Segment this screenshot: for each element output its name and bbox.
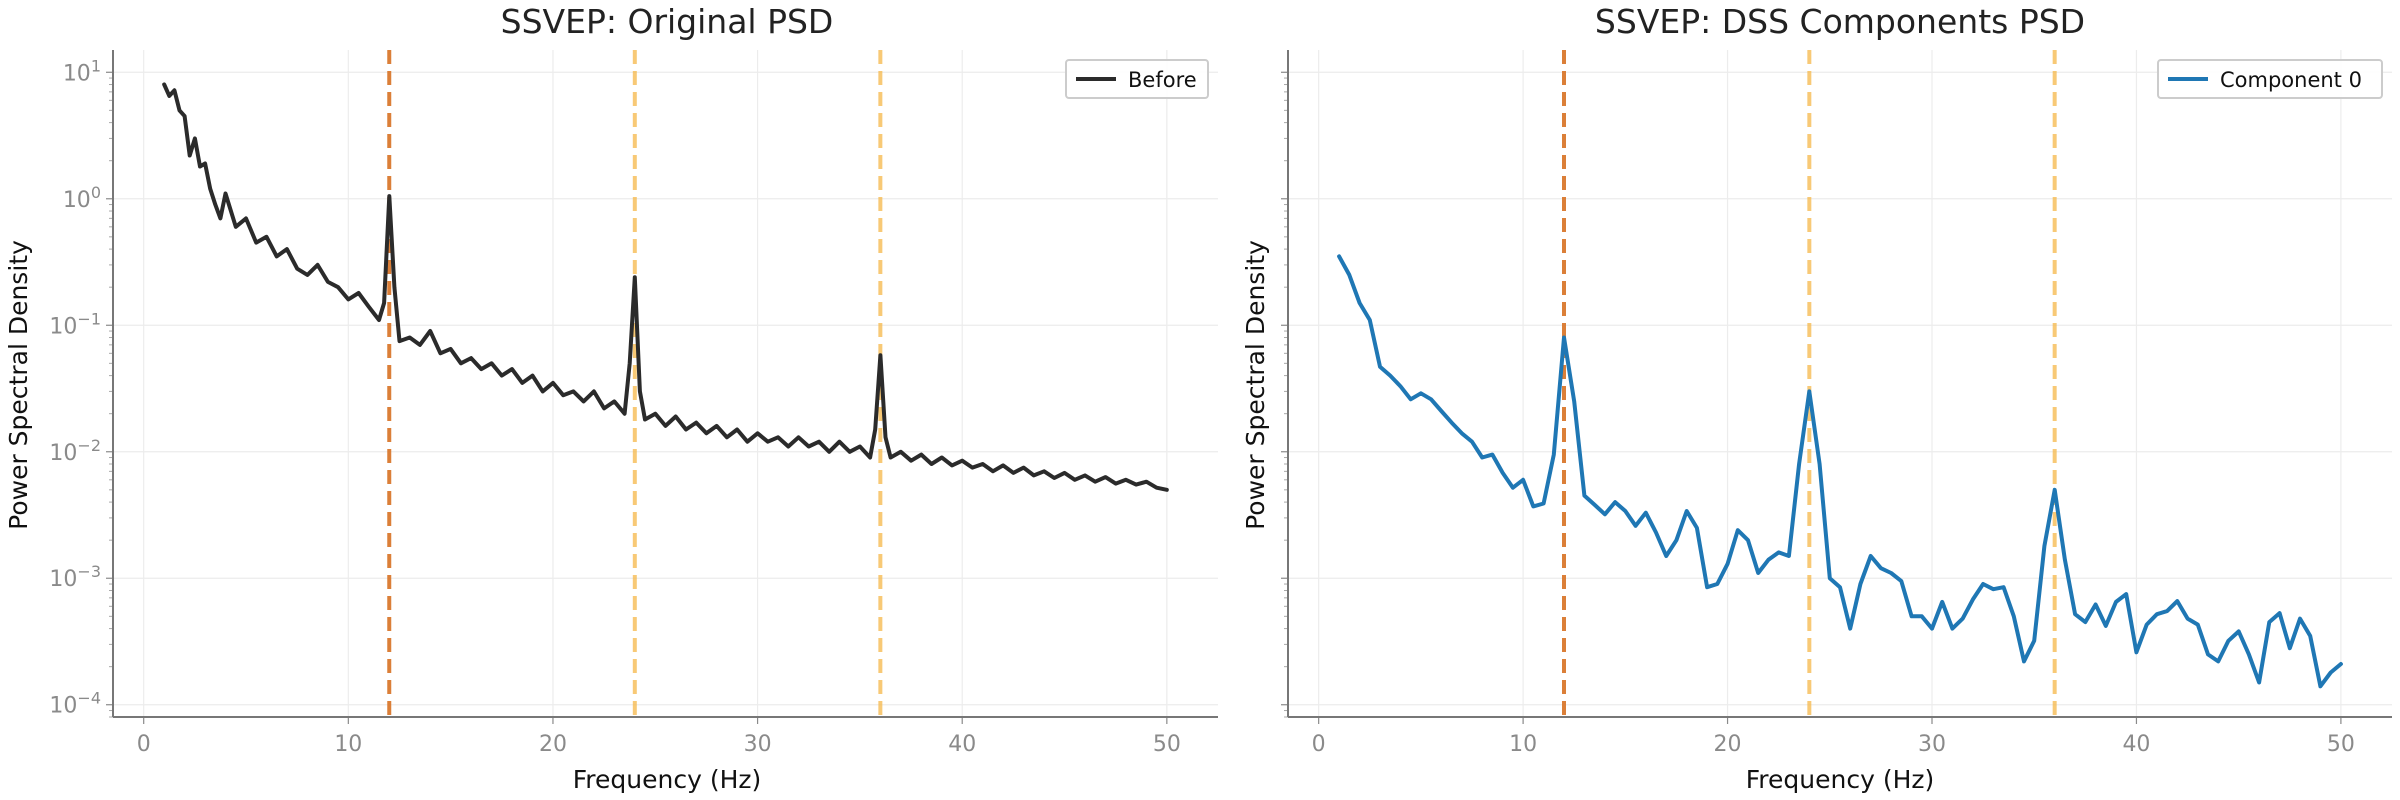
reference-lines [387, 50, 883, 717]
y-axis-label: Power Spectral Density [4, 240, 33, 530]
x-tick-label: 20 [1714, 732, 1742, 757]
x-axis-label: Frequency (Hz) [573, 765, 762, 794]
ticks: 0 10 20 30 40 50 10−4 10−3 10−2 10−1 100 101 [49, 56, 1180, 757]
chart-panel-original-psd: SSVEP: Original PSD Frequency (Hz) Power… [4, 2, 1218, 794]
chart-panel-dss-components-psd: SSVEP: DSS Components PSD Frequency (Hz)… [1241, 2, 2392, 794]
chart-title: SSVEP: DSS Components PSD [1595, 2, 2085, 41]
legend-label: Before [1128, 68, 1197, 92]
x-tick-label: 40 [2122, 732, 2150, 757]
y-axis-label: Power Spectral Density [1241, 240, 1270, 530]
chart-title: SSVEP: Original PSD [501, 2, 834, 41]
axes [112, 50, 1218, 718]
x-tick-label: 50 [1153, 732, 1181, 757]
y-tick-label: 100 [63, 183, 101, 213]
legend-label: Component 0 [2220, 68, 2362, 92]
grid [113, 50, 1218, 717]
x-tick-label: 0 [1312, 732, 1326, 757]
series-layer [162, 82, 1169, 492]
x-tick-label: 20 [539, 732, 567, 757]
y-tick-label: 10−2 [49, 436, 101, 466]
reference-lines [1562, 50, 2057, 717]
series-line [162, 82, 1169, 492]
series-layer [1337, 254, 2343, 689]
y-tick-label: 10−1 [49, 309, 101, 339]
legend: Before [1065, 59, 1209, 99]
ticks: 0 10 20 30 40 50 [1281, 71, 2355, 757]
x-tick-label: 30 [1918, 732, 1946, 757]
x-tick-label: 0 [137, 732, 151, 757]
series-line [1337, 254, 2343, 689]
x-axis-label: Frequency (Hz) [1746, 765, 1935, 794]
x-tick-label: 10 [1509, 732, 1537, 757]
x-tick-label: 30 [744, 732, 772, 757]
y-tick-label: 101 [63, 56, 101, 86]
x-tick-label: 50 [2327, 732, 2355, 757]
x-tick-label: 10 [334, 732, 362, 757]
legend-box [2157, 59, 2383, 99]
legend: Component 0 [2157, 59, 2383, 99]
grid [1288, 50, 2392, 717]
x-tick-label: 40 [948, 732, 976, 757]
y-tick-label: 10−4 [49, 689, 101, 719]
legend-box [1065, 59, 1209, 99]
y-tick-label: 10−3 [49, 562, 101, 592]
axes [1287, 50, 2392, 718]
